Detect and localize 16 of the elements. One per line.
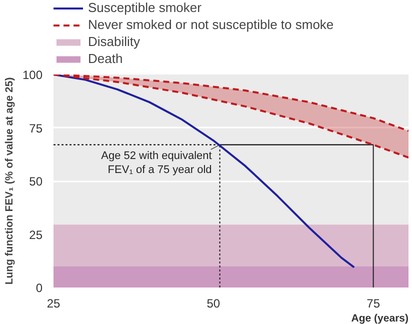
y-tick-label: 100 <box>22 68 43 82</box>
x-tick-label: 50 <box>206 296 220 310</box>
legend-label: Never smoked or not susceptible to smoke <box>88 17 334 32</box>
y-tick-label: 25 <box>29 228 43 242</box>
y-axis-title: Lung function FEV₁ (% of value at age 25) <box>3 77 16 285</box>
y-tick-label: 50 <box>29 174 43 188</box>
legend-label: Disability <box>88 34 140 49</box>
line-series <box>54 74 356 268</box>
x-tick-label: 25 <box>46 296 60 310</box>
x-tick-label: 75 <box>366 296 380 310</box>
y-tick-label: 0 <box>36 281 43 295</box>
legend-label: Death <box>88 51 123 66</box>
annotation: Age 52 with equivalent FEV₁ of a 75 year old <box>101 150 212 176</box>
x-axis-title: Age (years) <box>351 312 409 324</box>
y-tick-label: 75 <box>29 121 43 136</box>
legend-label: Susceptible smoker <box>88 0 202 15</box>
